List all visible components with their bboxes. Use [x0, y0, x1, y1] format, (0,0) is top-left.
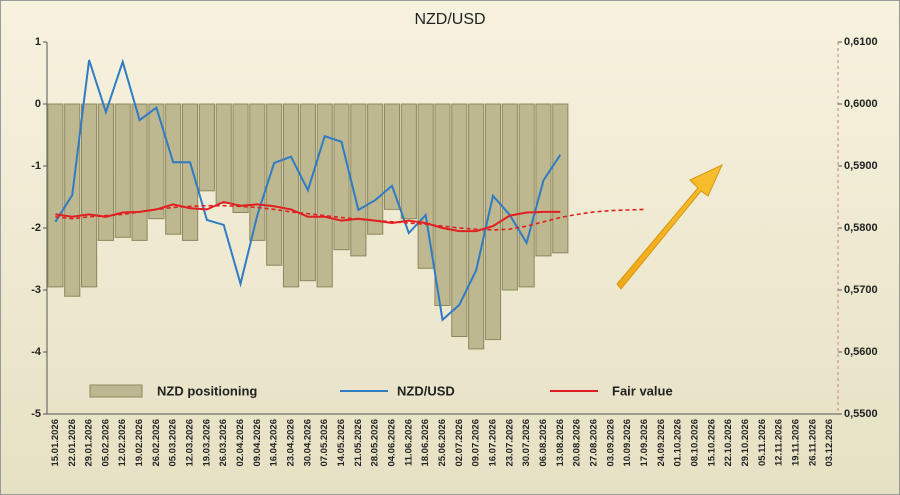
- bar: [249, 103, 266, 241]
- trend-arrow: [616, 163, 724, 290]
- x-tick-label: 20.08.2026: [572, 419, 583, 467]
- x-tick-label: 30.04.2026: [302, 419, 313, 467]
- x-tick-label: 27.08.2026: [588, 419, 599, 467]
- x-tick-label: 22.01.2026: [67, 419, 78, 467]
- x-tick-label: 09.07.2026: [471, 419, 482, 467]
- y-tick-label: -3: [31, 284, 41, 296]
- line: [55, 204, 645, 231]
- y-tick-label: 1: [35, 36, 41, 48]
- bar: [316, 103, 333, 288]
- x-tick-label: 23.04.2026: [286, 419, 297, 467]
- x-tick-label: 16.04.2026: [269, 419, 280, 467]
- x-tick-label: 17.09.2026: [639, 419, 650, 467]
- bar: [350, 103, 367, 257]
- y2-tick-label: 0,5500: [844, 408, 878, 420]
- x-tick-label: 05.11.2026: [757, 419, 768, 466]
- bar: [282, 103, 300, 288]
- x-tick-label: 26.02.2026: [151, 419, 162, 467]
- x-tick-label: 02.07.2026: [454, 419, 465, 467]
- x-tick-label: 22.10.2026: [723, 419, 734, 467]
- x-tick-label: 12.11.2026: [774, 419, 785, 466]
- x-tick-label: 15.01.2026: [50, 419, 61, 467]
- x-tick-label: 26.11.2026: [807, 419, 818, 466]
- x-tick-label: 05.03.2026: [168, 419, 179, 467]
- x-tick-label: 14.05.2026: [336, 419, 347, 467]
- x-tick-label: 08.10.2026: [689, 419, 700, 467]
- x-tick-label: 23.07.2026: [504, 419, 515, 467]
- x-tick-label: 15.10.2026: [706, 419, 717, 467]
- bar: [64, 103, 81, 297]
- y2-tick-label: 0,5800: [844, 222, 878, 234]
- y-tick-label: -4: [31, 346, 42, 358]
- x-tick-label: 21.05.2026: [353, 419, 364, 467]
- line: [54, 58, 562, 322]
- bar: [400, 103, 417, 220]
- x-tick-label: 26.03.2026: [218, 419, 229, 467]
- bar: [47, 103, 64, 288]
- y-tick-label: -5: [31, 408, 41, 420]
- y2-tick-label: 0,5700: [844, 284, 878, 296]
- x-tick-label: 19.03.2026: [201, 419, 212, 467]
- x-tick-label: 29.01.2026: [84, 419, 95, 467]
- bar: [383, 103, 401, 210]
- bar: [148, 103, 165, 220]
- y2-tick-label: 0,5900: [844, 160, 878, 172]
- y2-tick-label: 0,6100: [844, 36, 878, 48]
- x-tick-label: 03.09.2026: [605, 419, 616, 467]
- bar: [81, 103, 98, 288]
- legend-swatch: [89, 384, 143, 398]
- x-tick-label: 28.05.2026: [370, 419, 381, 467]
- bar: [468, 103, 485, 350]
- bar: [501, 103, 518, 291]
- x-tick-label: 03.12.2026: [824, 419, 835, 467]
- y2-tick-label: 0,6000: [844, 98, 878, 110]
- bar: [97, 103, 114, 241]
- x-tick-label: 13.08.2026: [555, 419, 566, 467]
- x-tick-label: 10.09.2026: [622, 419, 633, 467]
- bar: [215, 103, 232, 204]
- bar: [198, 103, 215, 192]
- legend-label: Fair value: [612, 383, 673, 398]
- x-tick-label: 07.05.2026: [319, 419, 330, 467]
- x-tick-label: 30.07.2026: [521, 419, 532, 467]
- x-tick-label: 18.06.2026: [420, 419, 431, 467]
- bar: [266, 103, 283, 266]
- x-tick-label: 06.08.2026: [538, 419, 549, 467]
- bar: [434, 103, 451, 306]
- legend-label: NZD/USD: [397, 383, 455, 398]
- bar: [299, 103, 316, 282]
- y-tick-label: -2: [31, 222, 41, 234]
- x-tick-label: 24.09.2026: [656, 419, 667, 467]
- x-tick-label: 09.04.2026: [252, 419, 263, 467]
- y-tick-label: 0: [35, 98, 41, 110]
- bar: [367, 103, 384, 235]
- chart-title: NZD/USD: [414, 11, 485, 28]
- bar: [451, 103, 468, 337]
- x-tick-label: 19.02.2026: [134, 419, 145, 467]
- x-tick-label: 25.06.2026: [437, 419, 448, 467]
- bar: [333, 103, 350, 251]
- x-tick-label: 02.04.2026: [235, 419, 246, 467]
- bar: [165, 103, 182, 235]
- x-tick-label: 19.11.2026: [790, 419, 801, 466]
- bar: [181, 103, 199, 241]
- x-tick-label: 05.02.2026: [100, 419, 111, 467]
- bar: [518, 103, 535, 288]
- x-tick-label: 12.02.2026: [117, 419, 128, 467]
- y-tick-label: -1: [31, 160, 41, 172]
- x-tick-label: 12.03.2026: [185, 419, 196, 467]
- bar: [417, 103, 434, 269]
- bar: [114, 103, 131, 238]
- y2-tick-label: 0,5600: [844, 346, 878, 358]
- x-tick-label: 11.06.2026: [403, 419, 414, 466]
- x-tick-label: 16.07.2026: [488, 419, 499, 467]
- x-tick-label: 01.10.2026: [673, 419, 684, 467]
- legend-label: NZD positioning: [157, 383, 257, 398]
- bar: [131, 103, 148, 241]
- bar: [552, 103, 569, 254]
- bar: [232, 103, 249, 213]
- x-tick-label: 29.10.2026: [740, 419, 751, 467]
- x-tick-label: 04.06.2026: [387, 419, 398, 467]
